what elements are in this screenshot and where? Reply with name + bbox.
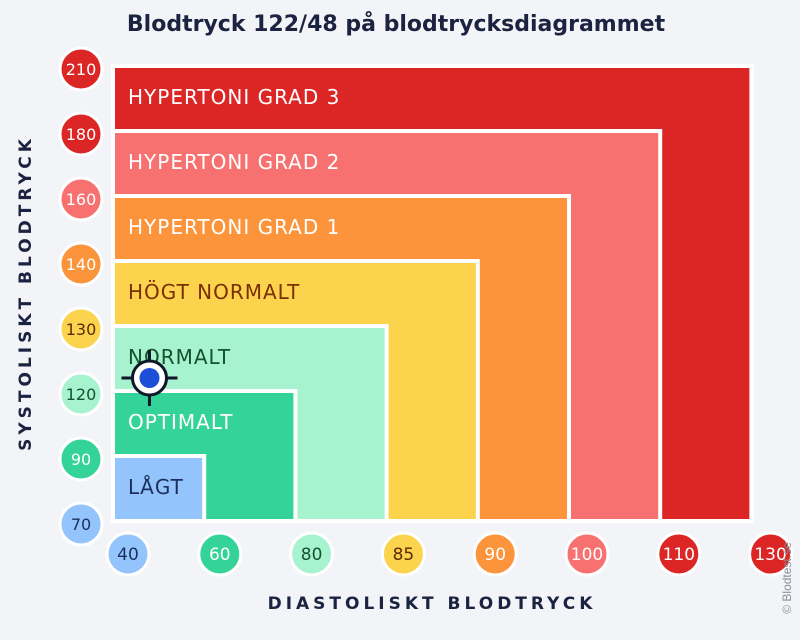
x-tick-label-110: 110 <box>663 545 695 565</box>
x-tick-label-60: 60 <box>209 545 231 565</box>
y-tick-label-90: 90 <box>71 450 91 469</box>
x-tick-label-40: 40 <box>117 545 139 565</box>
zone-label-1: HYPERTONI GRAD 3 <box>128 85 340 109</box>
y-tick-bubble-70 <box>58 501 104 547</box>
x-tick-bubble-90 <box>472 531 518 577</box>
x-tick-label-130: 130 <box>754 545 786 565</box>
x-axis-label: DIASTOLISKT BLODTRYCK <box>267 594 597 614</box>
zone-label-6: OPTIMALT <box>128 410 233 434</box>
zone-7 <box>111 454 207 523</box>
zone-label-3: HYPERTONI GRAD 1 <box>128 215 340 239</box>
zone-label-4: HÖGT NORMALT <box>128 280 300 304</box>
y-tick-label-140: 140 <box>66 255 97 274</box>
x-tick-bubble-60 <box>197 531 243 577</box>
y-tick-bubble-140 <box>58 241 104 287</box>
x-tick-bubble-110 <box>656 531 702 577</box>
y-tick-label-180: 180 <box>66 125 97 144</box>
y-tick-label-210: 210 <box>66 60 97 79</box>
x-tick-label-90: 90 <box>484 545 506 565</box>
zone-label-2: HYPERTONI GRAD 2 <box>128 150 340 174</box>
x-tick-bubble-100 <box>564 531 610 577</box>
y-tick-label-70: 70 <box>71 515 91 534</box>
y-tick-bubble-130 <box>58 306 104 352</box>
chart-title: Blodtryck 122/48 på blodtrycksdiagrammet <box>126 12 666 37</box>
y-tick-label-130: 130 <box>66 320 97 339</box>
x-tick-label-80: 80 <box>301 545 323 565</box>
marker-dot <box>139 368 160 388</box>
y-tick-bubble-120 <box>58 371 104 417</box>
x-tick-bubble-80 <box>289 531 335 577</box>
zone-label-7: LÅGT <box>128 475 184 499</box>
x-tick-bubble-130 <box>748 531 794 577</box>
x-tick-label-100: 100 <box>571 545 603 565</box>
x-tick-label-85: 85 <box>393 545 415 565</box>
y-axis-label: SYSTOLISKT BLODTRYCK <box>16 135 36 451</box>
y-tick-label-160: 160 <box>66 190 97 209</box>
x-tick-bubble-85 <box>380 531 426 577</box>
x-tick-bubble-40 <box>105 531 151 577</box>
y-tick-bubble-210 <box>58 46 104 92</box>
credit-text: © Blodtest.se <box>780 542 794 614</box>
y-tick-label-120: 120 <box>66 385 97 404</box>
y-tick-bubble-90 <box>58 436 104 482</box>
y-tick-bubble-160 <box>58 176 104 222</box>
y-tick-bubble-180 <box>58 111 104 157</box>
